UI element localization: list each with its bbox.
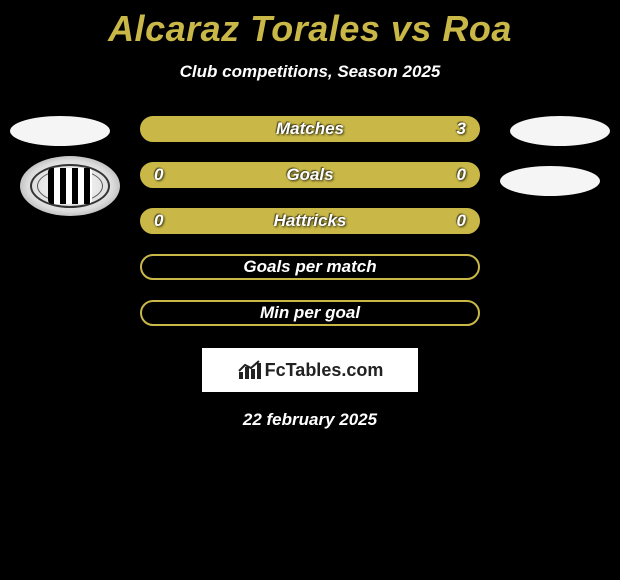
club-emblem-icon (30, 164, 110, 208)
page-title: Alcaraz Torales vs Roa (0, 8, 620, 50)
team-right-badge-2 (500, 166, 600, 196)
date-text: 22 february 2025 (0, 410, 620, 430)
team-left-badge-2 (20, 156, 120, 216)
brand-text: FcTables.com (265, 360, 384, 381)
stat-left-value: 0 (154, 211, 163, 231)
stat-right-value: 3 (457, 119, 466, 139)
stat-row: Matches 3 (140, 116, 480, 142)
stat-row: 0 Goals 0 (140, 162, 480, 188)
stat-label: Matches (276, 119, 344, 139)
team-left-badge-1 (10, 116, 110, 146)
brand-box: FcTables.com (202, 348, 418, 392)
stat-right-value: 0 (457, 211, 466, 231)
stat-left-value: 0 (154, 165, 163, 185)
stat-label: Min per goal (260, 303, 360, 323)
stat-rows: Matches 3 0 Goals 0 0 Hattricks 0 Goals per matc… (140, 116, 480, 326)
brand-chart-icon (237, 359, 263, 381)
stat-label: Goals (286, 165, 333, 185)
stat-label: Goals per match (243, 257, 376, 277)
team-right-badge-1 (510, 116, 610, 146)
stats-area: Matches 3 0 Goals 0 0 Hattricks 0 Goals per matc… (0, 116, 620, 326)
stat-row: 0 Hattricks 0 (140, 208, 480, 234)
stat-row: Min per goal (140, 300, 480, 326)
stat-row: Goals per match (140, 254, 480, 280)
stat-label: Hattricks (274, 211, 347, 231)
comparison-infographic: Alcaraz Torales vs Roa Club competitions… (0, 0, 620, 430)
page-subtitle: Club competitions, Season 2025 (0, 62, 620, 82)
stat-right-value: 0 (457, 165, 466, 185)
